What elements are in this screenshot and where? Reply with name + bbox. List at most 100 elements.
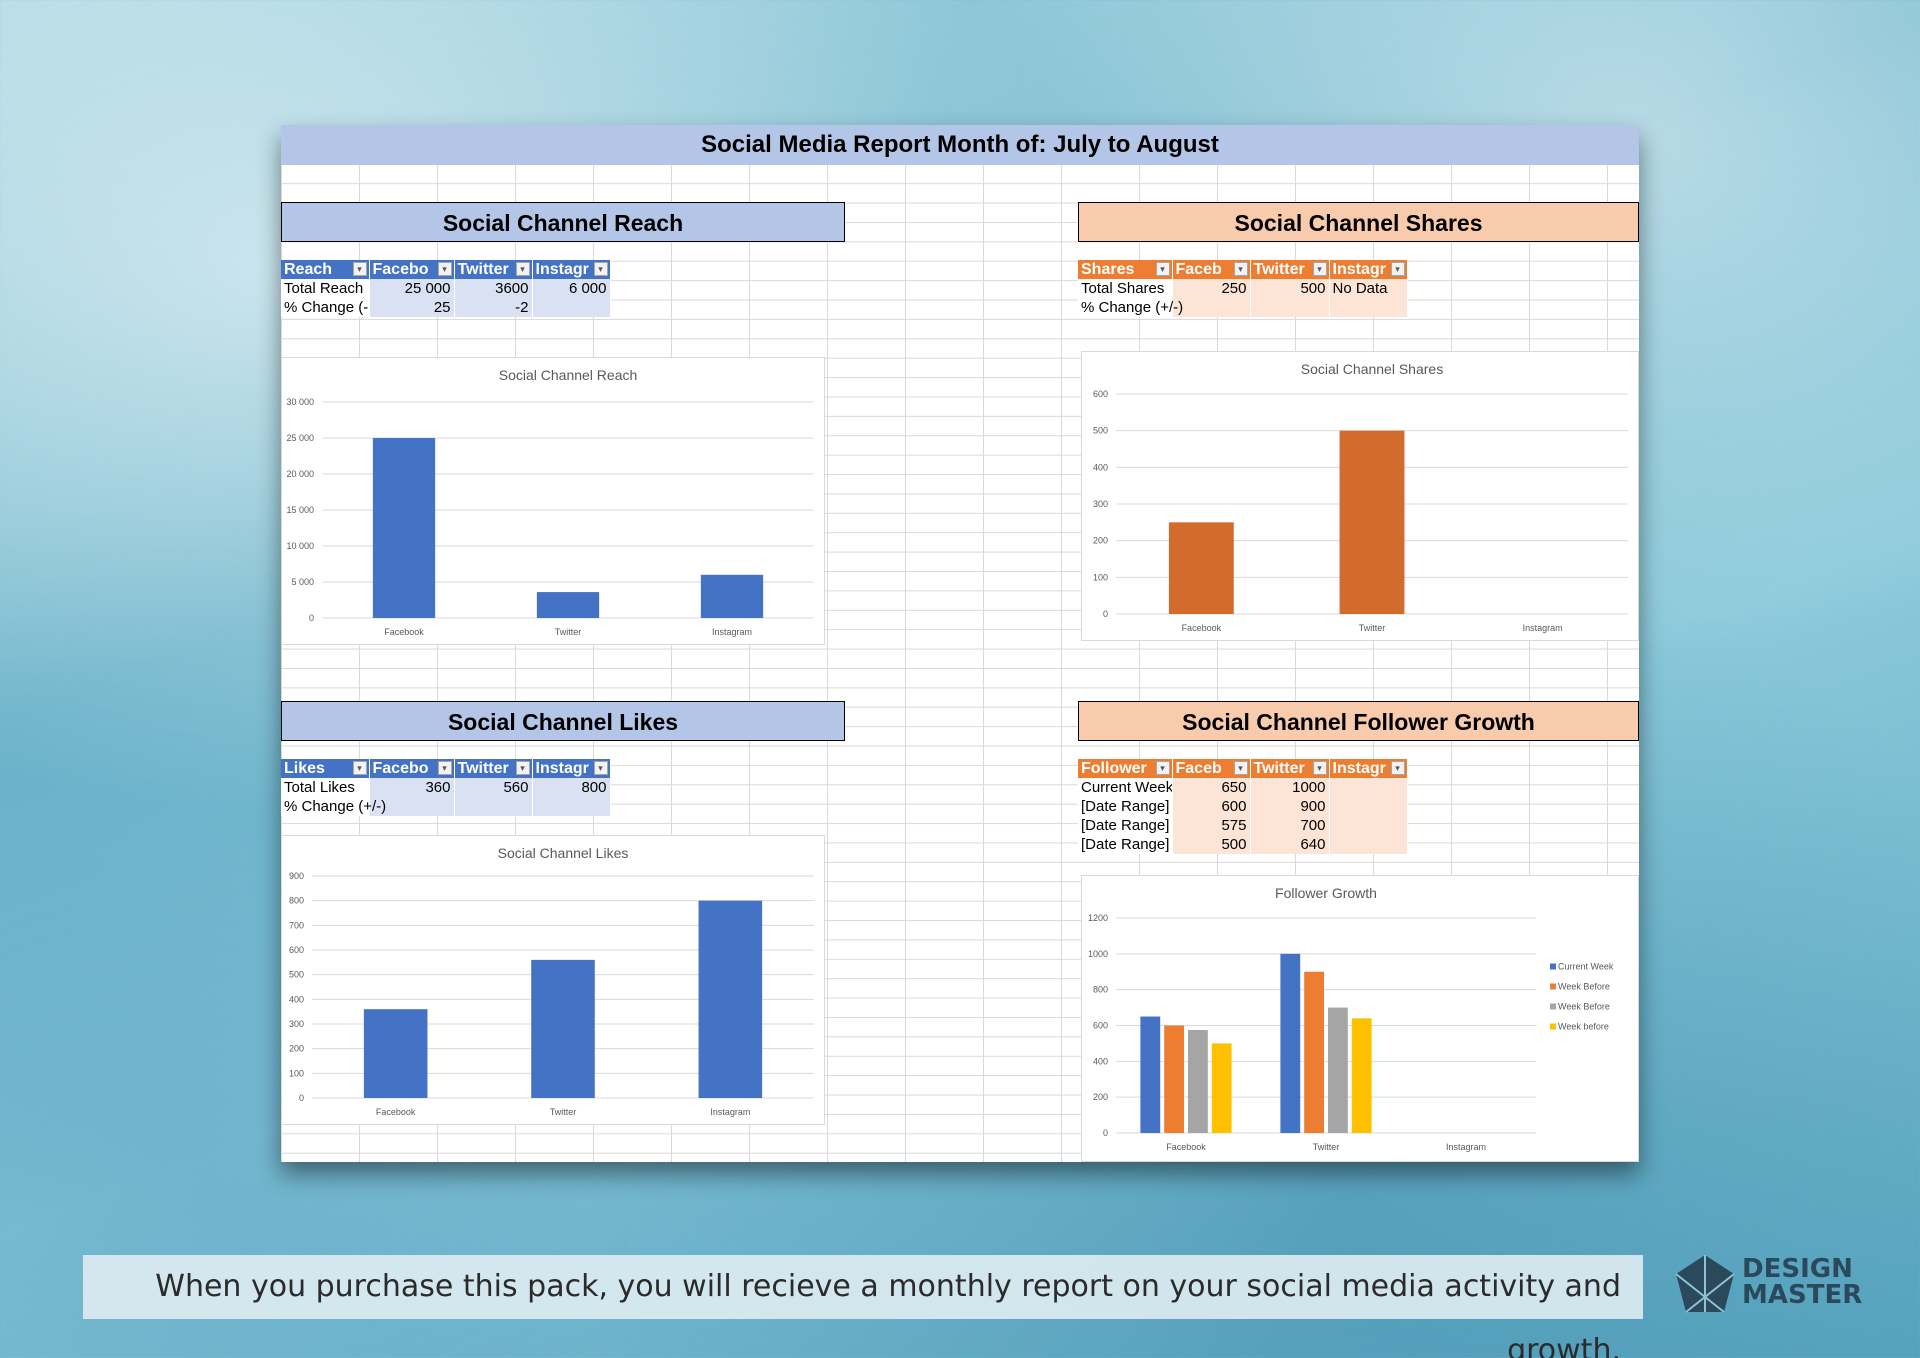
table-cell[interactable] [1329,797,1408,816]
table-cell[interactable]: Current Week [1078,778,1173,797]
likes-col-2[interactable]: Twitter ▾ [454,759,533,778]
table-cell[interactable]: Total Likes [281,778,370,797]
reach-col-2[interactable]: Twitter ▾ [454,260,533,279]
shares-col-2[interactable]: Twitter ▾ [1250,260,1330,279]
table-cell[interactable]: 700 [1250,816,1330,835]
likes-chart[interactable]: Social Channel Likes 0 100 200 300 400 500 600 7… [281,835,825,1125]
table-cell[interactable]: -2 [454,298,533,317]
table-cell[interactable]: 500 [1250,279,1330,298]
table-row: Total Shares 250 500 No Data [1078,279,1408,298]
reach-col-1[interactable]: Facebo ▾ [369,260,455,279]
table-cell[interactable]: Total Shares [1078,279,1173,298]
reach-col-3[interactable]: Instagr ▾ [532,260,611,279]
reach-col-0[interactable]: Reach ▾ [281,260,370,279]
bar [536,592,600,618]
table-cell[interactable] [1329,816,1408,835]
y-tick-label: 400 [1093,1056,1108,1066]
table-cell[interactable]: 250 [1172,279,1251,298]
table-cell[interactable]: % Change (+/-) [281,797,386,816]
filter-dropdown-icon[interactable]: ▾ [1155,262,1170,276]
x-tick-label: Facebook [1166,1142,1206,1152]
table-cell[interactable] [1329,778,1408,797]
likes-col-0[interactable]: Likes ▾ [281,759,370,778]
likes-col-1[interactable]: Facebo ▾ [369,759,455,778]
y-tick-label: 1000 [1088,949,1108,959]
filter-dropdown-icon[interactable]: ▾ [437,761,452,775]
table-cell[interactable]: 360 [369,778,455,797]
filter-dropdown-icon[interactable]: ▾ [1233,761,1248,775]
table-cell[interactable]: [Date Range] [1078,835,1173,854]
table-row: [Date Range] 500 640 [1078,835,1408,854]
reach-chart[interactable]: Social Channel Reach 0 5 000 10 000 15 000 20… [281,357,825,645]
table-cell[interactable]: % Change (+/-) [1078,298,1183,317]
x-tick-label: Instagram [1523,623,1563,633]
table-cell[interactable]: [Date Range] [1078,816,1173,835]
chart-title: Social Channel Shares [1301,361,1443,377]
followers-col-3[interactable]: Instagr ▾ [1329,759,1408,778]
filter-dropdown-icon[interactable]: ▾ [515,761,530,775]
filter-dropdown-icon[interactable]: ▾ [1390,262,1405,276]
table-cell[interactable]: 640 [1250,835,1330,854]
table-cell[interactable] [532,298,611,317]
table-cell[interactable]: 25 000 [369,279,455,298]
chart-title: Social Channel Reach [499,367,638,383]
followers-chart[interactable]: Follower Growth 0 200 400 600 800 1000 1200 Face… [1081,875,1639,1162]
filter-dropdown-icon[interactable]: ▾ [352,262,367,276]
table-cell[interactable] [369,797,455,816]
y-tick-label: 0 [1103,609,1108,619]
table-cell[interactable] [1172,298,1251,317]
shares-section-header: Social Channel Shares [1078,202,1639,242]
filter-dropdown-icon[interactable]: ▾ [1155,761,1170,775]
reach-chart-svg: Social Channel Reach 0 5 000 10 000 15 000 20… [286,367,814,637]
table-cell[interactable]: [Date Range] [1078,797,1173,816]
bar [531,959,595,1098]
shares-col-0[interactable]: Shares ▾ [1078,260,1173,279]
table-row: Total Reach 25 000 3600 6 000 [281,279,611,298]
table-cell[interactable] [1329,298,1408,317]
y-tick-label: 10 000 [286,541,314,551]
likes-section-header: Social Channel Likes [281,701,845,741]
table-cell[interactable]: 600 [1172,797,1251,816]
logo-line2: MASTER [1742,1280,1863,1310]
table-cell[interactable]: 800 [532,778,611,797]
filter-dropdown-icon[interactable]: ▾ [1312,262,1327,276]
shares-col-1[interactable]: Faceb ▾ [1172,260,1251,279]
filter-dropdown-icon[interactable]: ▾ [1233,262,1248,276]
followers-col-2[interactable]: Twitter ▾ [1250,759,1330,778]
filter-dropdown-icon[interactable]: ▾ [1390,761,1405,775]
table-cell[interactable]: 1000 [1250,778,1330,797]
y-tick-label: 400 [289,994,304,1004]
table-cell[interactable]: 560 [454,778,533,797]
filter-dropdown-icon[interactable]: ▾ [593,262,608,276]
followers-col-1[interactable]: Faceb ▾ [1172,759,1251,778]
followers-col-0[interactable]: Follower ▾ [1078,759,1173,778]
x-tick-label: Facebook [1182,623,1222,633]
y-tick-label: 200 [289,1044,304,1054]
table-cell[interactable]: No Data [1329,279,1408,298]
filter-dropdown-icon[interactable]: ▾ [352,761,367,775]
y-tick-label: 600 [1093,389,1108,399]
filter-dropdown-icon[interactable]: ▾ [1312,761,1327,775]
table-cell[interactable]: Total Reach [281,279,370,298]
table-cell[interactable] [454,797,533,816]
filter-dropdown-icon[interactable]: ▾ [515,262,530,276]
y-tick-label: 500 [289,970,304,980]
likes-col-3[interactable]: Instagr ▾ [532,759,611,778]
legend-label: Current Week [1558,962,1614,972]
table-cell[interactable]: 500 [1172,835,1251,854]
table-cell[interactable] [1329,835,1408,854]
shares-chart[interactable]: Social Channel Shares 0 100 200 300 400 500 600… [1081,351,1639,641]
table-cell[interactable]: 900 [1250,797,1330,816]
filter-dropdown-icon[interactable]: ▾ [593,761,608,775]
table-cell[interactable]: 25 [369,298,455,317]
table-cell[interactable]: 3600 [454,279,533,298]
table-cell[interactable] [1250,298,1330,317]
filter-dropdown-icon[interactable]: ▾ [437,262,452,276]
table-cell[interactable]: 650 [1172,778,1251,797]
table-cell[interactable]: 6 000 [532,279,611,298]
table-cell[interactable]: % Change (- [281,298,370,317]
shares-col-3[interactable]: Instagr ▾ [1329,260,1408,279]
table-cell[interactable] [532,797,611,816]
table-cell[interactable]: 575 [1172,816,1251,835]
chart-title: Social Channel Likes [498,845,629,861]
